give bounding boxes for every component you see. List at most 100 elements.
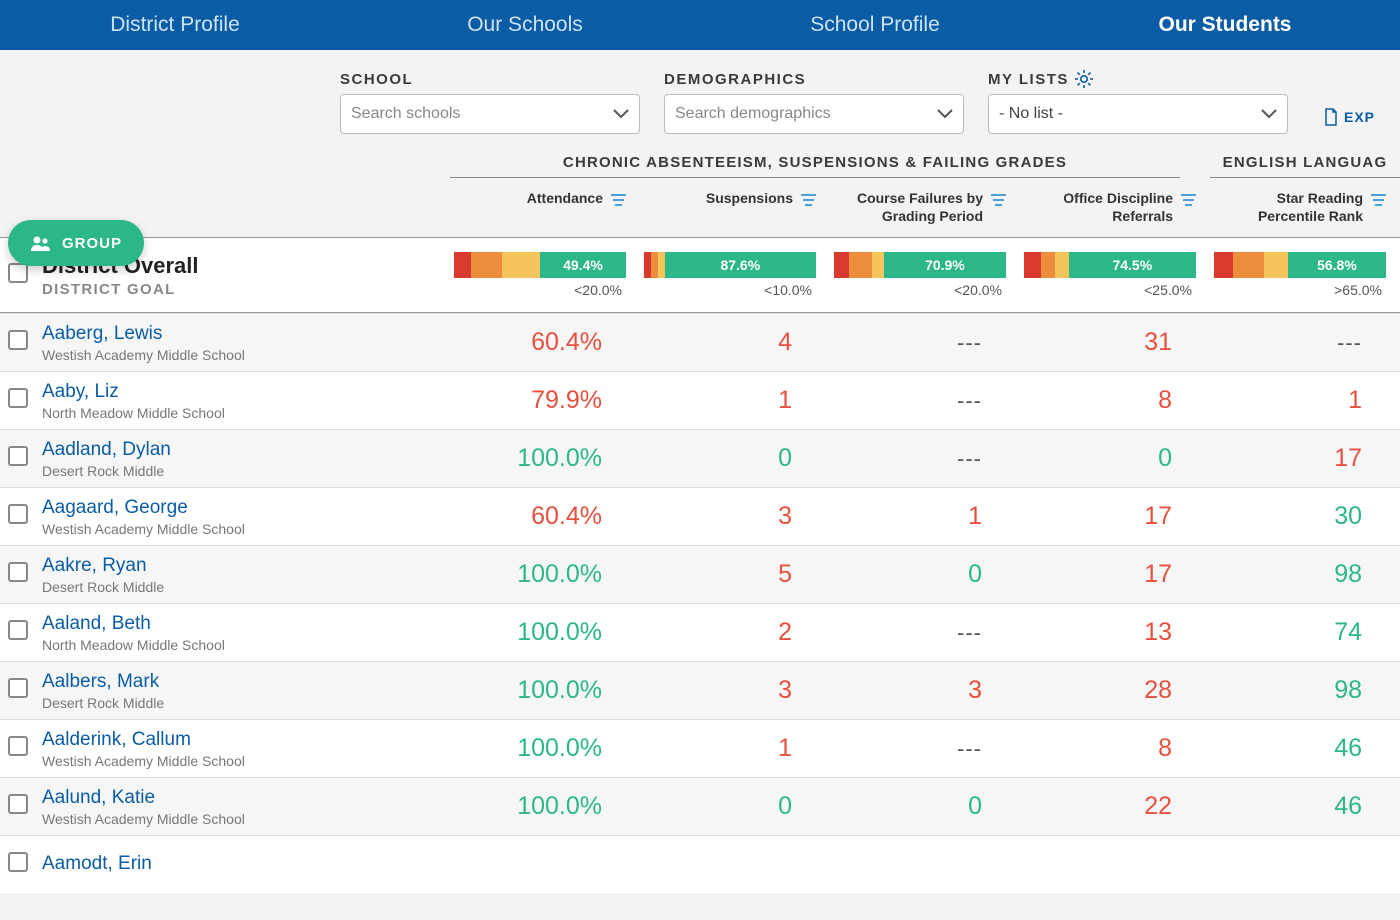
student-row: Aalderink, Callum Westish Academy Middle …: [0, 719, 1400, 777]
student-school: Desert Rock Middle: [42, 579, 440, 595]
district-goal: <20.0%: [820, 282, 1006, 298]
metric-cell: 100.0%: [440, 444, 630, 473]
student-name-link[interactable]: Aaberg, Lewis: [42, 323, 440, 345]
export-button[interactable]: EXP: [1324, 108, 1375, 126]
nav-tab-school-profile[interactable]: School Profile: [700, 0, 1050, 50]
district-row: District OverallDISTRICT GOAL49.4%<20.0%…: [0, 237, 1400, 313]
bar-segment: [1024, 252, 1041, 278]
row-checkbox[interactable]: [8, 562, 28, 582]
bar-segment: 87.6%: [665, 252, 816, 278]
metric-cell: 60.4%: [440, 328, 630, 357]
student-name-link[interactable]: Aagaard, George: [42, 497, 440, 519]
district-bar-cell: 74.5%<25.0%: [1010, 252, 1200, 298]
sort-icon: [801, 192, 816, 207]
student-row: Aalund, Katie Westish Academy Middle Scho…: [0, 777, 1400, 835]
column-header-label: Suspensions: [706, 190, 793, 208]
export-label: EXP: [1344, 109, 1375, 125]
filters-bar: SCHOOL Search schools DEMOGRAPHICS Searc…: [0, 50, 1400, 150]
student-row: Aaberg, LewisWestish Academy Middle Scho…: [0, 313, 1400, 371]
column-header-label: Star Reading Percentile Rank: [1210, 190, 1363, 225]
group-button-label: GROUP: [62, 235, 122, 252]
bar-segment: [471, 252, 502, 278]
student-school: Westish Academy Middle School: [42, 811, 440, 827]
student-name-link[interactable]: Aamodt, Erin: [42, 853, 440, 875]
metric-cell: 0: [1010, 444, 1200, 473]
bar-segment: [651, 252, 658, 278]
bar-segment: 56.8%: [1288, 252, 1386, 278]
metric-cell: ---: [820, 388, 1010, 414]
group-icon: [30, 234, 52, 252]
filter-mylists-label: MY LISTS: [988, 71, 1069, 88]
district-goal: <10.0%: [630, 282, 816, 298]
bar-segment: [872, 252, 884, 278]
demographics-select-placeholder: Search demographics: [675, 105, 831, 123]
nav-tab-our-schools[interactable]: Our Schools: [350, 0, 700, 50]
district-goal: >65.0%: [1200, 282, 1386, 298]
column-header[interactable]: Attendance: [450, 190, 640, 225]
section-title-ela: ENGLISH LANGUAG: [1210, 150, 1400, 178]
nav-tab-district-profile[interactable]: District Profile: [0, 0, 350, 50]
sort-icon: [1181, 192, 1196, 207]
row-checkbox[interactable]: [8, 388, 28, 408]
column-header[interactable]: Star Reading Percentile Rank: [1210, 190, 1400, 225]
gear-icon[interactable]: [1075, 70, 1093, 88]
student-school: Westish Academy Middle School: [42, 753, 440, 769]
student-school: North Meadow Middle School: [42, 405, 440, 421]
district-bar-cell: 87.6% <10.0%: [630, 252, 820, 298]
sort-icon: [611, 192, 626, 207]
row-checkbox[interactable]: [8, 620, 28, 640]
mylists-select[interactable]: - No list -: [988, 94, 1288, 134]
metric-cell: 1: [1200, 386, 1390, 415]
demographics-select[interactable]: Search demographics: [664, 94, 964, 134]
section-title-absenteeism: CHRONIC ABSENTEEISM, SUSPENSIONS & FAILI…: [450, 150, 1180, 178]
district-subtitle: DISTRICT GOAL: [42, 281, 440, 298]
metric-cell: 100.0%: [440, 734, 630, 763]
column-header[interactable]: Office Discipline Referrals: [1020, 190, 1210, 225]
row-checkbox[interactable]: [8, 678, 28, 698]
district-goal: <20.0%: [440, 282, 626, 298]
sort-icon: [1371, 192, 1386, 207]
school-select[interactable]: Search schools: [340, 94, 640, 134]
bar-segment: [834, 252, 849, 278]
metric-cell: 1: [630, 734, 820, 763]
mylists-value: - No list -: [999, 105, 1063, 123]
nav-tab-our-students[interactable]: Our Students: [1050, 0, 1400, 50]
student-name-link[interactable]: Aaby, Liz: [42, 381, 440, 403]
student-name-link[interactable]: Aadland, Dylan: [42, 439, 440, 461]
row-checkbox[interactable]: [8, 736, 28, 756]
student-name-link[interactable]: Aakre, Ryan: [42, 555, 440, 577]
bar-segment: [658, 252, 665, 278]
row-checkbox[interactable]: [8, 794, 28, 814]
column-header-label: Attendance: [527, 190, 603, 208]
group-button[interactable]: GROUP: [8, 220, 144, 266]
bar-segment: [1214, 252, 1233, 278]
row-checkbox[interactable]: [8, 504, 28, 524]
table-header: CHRONIC ABSENTEEISM, SUSPENSIONS & FAILI…: [0, 150, 1400, 237]
bar-segment: [1233, 252, 1264, 278]
row-checkbox[interactable]: [8, 852, 28, 872]
metric-cell: 22: [1010, 792, 1200, 821]
student-name-link[interactable]: Aalbers, Mark: [42, 671, 440, 693]
column-header[interactable]: Suspensions: [640, 190, 830, 225]
student-name-link[interactable]: Aalund, Katie: [42, 787, 440, 809]
table-body: District OverallDISTRICT GOAL49.4%<20.0%…: [0, 237, 1400, 893]
metric-cell: 100.0%: [440, 792, 630, 821]
student-school: Desert Rock Middle: [42, 695, 440, 711]
student-school: North Meadow Middle School: [42, 637, 440, 653]
filter-demo-label: DEMOGRAPHICS: [664, 71, 806, 88]
chevron-down-icon: [613, 106, 629, 122]
metric-cell: 60.4%: [440, 502, 630, 531]
student-name-link[interactable]: Aaland, Beth: [42, 613, 440, 635]
metric-cell: 4: [630, 328, 820, 357]
filter-school-label: SCHOOL: [340, 71, 413, 88]
student-name-link[interactable]: Aalderink, Callum: [42, 729, 440, 751]
metric-cell: 3: [630, 676, 820, 705]
metric-cell: 46: [1200, 734, 1390, 763]
row-checkbox[interactable]: [8, 446, 28, 466]
column-header[interactable]: Course Failures by Grading Period: [830, 190, 1020, 225]
sort-icon: [991, 192, 1006, 207]
bar-segment: [849, 252, 871, 278]
student-row: Aagaard, GeorgeWestish Academy Middle Sc…: [0, 487, 1400, 545]
row-checkbox[interactable]: [8, 330, 28, 350]
metric-cell: 17: [1010, 502, 1200, 531]
